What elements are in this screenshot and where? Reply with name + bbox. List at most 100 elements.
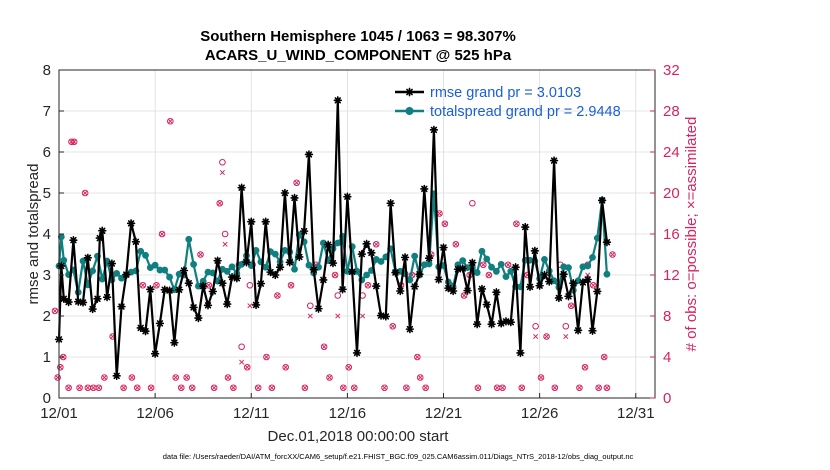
obs-possible-marker <box>293 179 300 187</box>
rmse-marker <box>189 303 198 312</box>
spread-marker <box>166 273 173 281</box>
obs-possible-marker <box>504 261 512 269</box>
obs-assimilated-marker <box>351 385 357 391</box>
obs-possible-marker <box>153 281 160 289</box>
obs-possible-marker <box>65 384 72 392</box>
rmse-marker <box>492 288 501 297</box>
rmse-marker <box>376 311 386 320</box>
spread-marker <box>142 251 149 259</box>
obs-assimilated-marker <box>263 354 269 360</box>
rmse-marker <box>367 248 376 258</box>
rmse-marker <box>593 287 602 296</box>
rmse-marker <box>559 269 568 279</box>
obs-assimilated-marker <box>604 385 610 391</box>
rmse-marker <box>319 275 328 285</box>
rmse-marker <box>304 150 314 159</box>
rmse-marker <box>247 217 256 226</box>
rmse-marker <box>271 270 280 280</box>
x-tick-label: 12/11 <box>233 405 269 422</box>
y-right-tick-label: 8 <box>663 308 671 325</box>
obs-assimilated-marker <box>206 282 212 288</box>
obs-possible-marker <box>351 384 358 392</box>
obs-possible-marker <box>274 292 281 299</box>
obs-possible-marker <box>389 322 397 330</box>
obs-possible-marker <box>57 363 64 371</box>
obs-possible-marker <box>562 322 570 330</box>
rmse-marker <box>396 286 405 296</box>
rmse-marker <box>95 233 104 243</box>
obs-possible-marker <box>51 307 59 315</box>
spread-marker <box>118 274 125 282</box>
obs-possible-marker <box>372 240 380 248</box>
spread-marker <box>502 273 510 281</box>
obs-possible-marker <box>474 384 482 392</box>
rmse-marker <box>362 239 371 249</box>
obs-assimilated-marker <box>71 139 77 145</box>
obs-possible-marker <box>452 240 460 248</box>
y-left-tick-label: 1 <box>43 349 51 366</box>
rmse-marker <box>439 243 448 252</box>
obs-possible-marker <box>345 363 353 371</box>
spread-marker <box>185 235 193 243</box>
obs-assimilated-marker <box>340 385 346 391</box>
obs-possible-marker <box>306 302 314 310</box>
spread-marker <box>334 239 342 247</box>
rmse-marker <box>194 313 203 323</box>
obs-assimilated-marker <box>533 333 539 340</box>
chart-title-line1: Southern Hemisphere 1045 / 1063 = 98.307… <box>200 28 516 45</box>
rmse-marker <box>117 302 126 311</box>
spread-marker <box>98 275 106 283</box>
rmse-marker <box>525 282 535 292</box>
rmse-marker <box>496 319 506 328</box>
rmse-marker <box>256 279 266 288</box>
obs-assimilated-marker <box>148 385 154 391</box>
rmse-marker <box>429 125 439 135</box>
rmse-marker <box>448 286 458 296</box>
spread-marker <box>483 255 491 263</box>
obs-possible-marker <box>147 384 155 392</box>
rmse-marker <box>569 279 578 288</box>
spread-marker <box>305 261 313 269</box>
footnote: data file: /Users/raeder/DAI/ATM_forcXX/… <box>163 452 634 461</box>
obs-assimilated-marker <box>414 354 420 360</box>
rmse-marker <box>453 265 463 274</box>
spread-marker <box>488 263 495 271</box>
rmse-marker <box>57 261 66 271</box>
obs-possible-marker <box>485 271 493 279</box>
obs-possible-marker <box>499 384 506 392</box>
obs-possible-marker <box>416 374 424 381</box>
rmse-marker <box>405 324 415 334</box>
rmse-marker <box>98 226 107 235</box>
obs-assimilated-marker <box>159 231 165 237</box>
obs-assimilated-marker <box>423 385 429 391</box>
obs-assimilated-marker <box>96 385 102 391</box>
rmse-marker <box>208 287 218 296</box>
obs-possible-marker <box>576 384 583 392</box>
y-left-tick-label: 6 <box>43 144 51 161</box>
obs-assimilated-marker <box>274 292 280 299</box>
obs-possible-marker <box>551 384 559 392</box>
obs-assimilated-marker <box>417 374 423 381</box>
obs-assimilated-marker <box>365 282 371 288</box>
spread-marker <box>252 247 260 254</box>
rmse-marker <box>131 237 141 246</box>
rmse-marker <box>160 285 169 294</box>
x-tick-label: 12/26 <box>521 405 559 422</box>
rmse-marker <box>323 240 333 249</box>
rmse-marker <box>122 270 131 279</box>
obs-assimilated-marker <box>90 385 96 391</box>
spread-marker <box>79 257 87 265</box>
spread-marker <box>541 256 548 263</box>
obs-possible-marker <box>205 281 213 289</box>
rmse-marker <box>573 326 583 335</box>
obs-assimilated-marker <box>596 385 602 391</box>
rmse-marker <box>64 297 73 307</box>
obs-possible-marker <box>609 251 616 258</box>
obs-possible-marker <box>287 281 295 289</box>
y-left-tick-label: 2 <box>43 308 51 325</box>
y-axis-right-label: # of obs: o=possible; ×=assimilated <box>683 117 700 352</box>
spread-marker <box>565 264 572 272</box>
obs-possible-marker <box>230 384 237 392</box>
y-left-tick-label: 0 <box>43 390 51 407</box>
spread-marker <box>584 262 592 270</box>
